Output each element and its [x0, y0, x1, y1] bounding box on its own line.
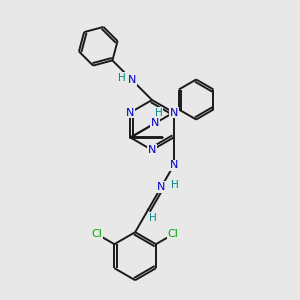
Text: N: N — [126, 107, 134, 118]
Text: Cl: Cl — [168, 229, 179, 239]
Text: H: H — [149, 213, 157, 223]
Text: N: N — [128, 75, 136, 85]
Text: H: H — [171, 180, 179, 190]
Text: N: N — [157, 182, 165, 192]
Text: H: H — [118, 73, 126, 83]
Text: N: N — [169, 107, 178, 118]
Text: Cl: Cl — [92, 229, 103, 239]
Text: N: N — [150, 118, 159, 128]
Text: N: N — [169, 160, 178, 170]
Text: H: H — [155, 107, 163, 118]
Text: N: N — [148, 145, 156, 155]
